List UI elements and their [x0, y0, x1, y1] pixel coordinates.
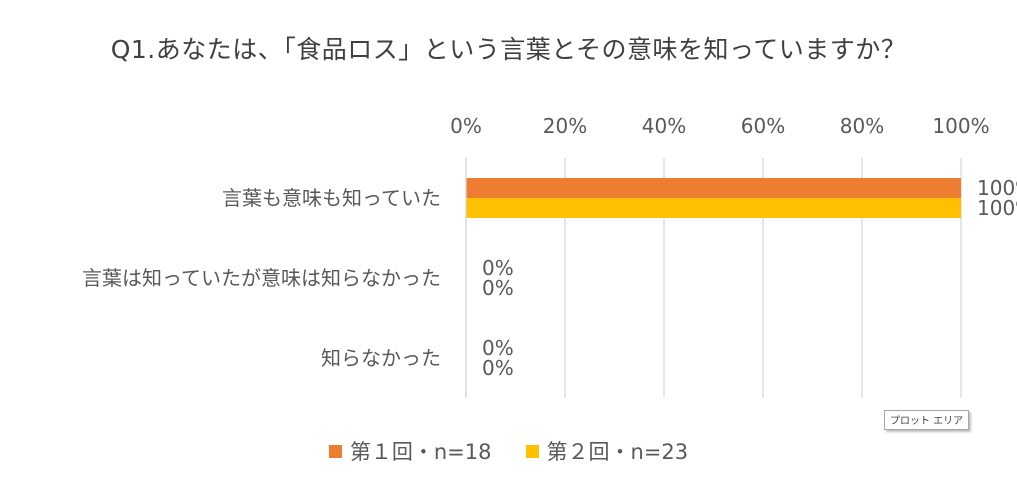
data-label: 0% [482, 256, 514, 280]
legend-item-series-2: 第２回・n=23 [525, 436, 689, 466]
data-label: 0% [482, 336, 514, 360]
legend-item-series-1: 第１回・n=18 [328, 436, 492, 466]
data-label: 0% [482, 356, 514, 380]
data-label: 0% [482, 276, 514, 300]
x-tick-label: 100% [932, 114, 989, 138]
chart-title: Q1.あなたは、「食品ロス」という言葉とその意味を知っていますか？ [110, 35, 907, 64]
bar [466, 198, 961, 218]
plot-area-tooltip: プロット エリア [884, 410, 970, 430]
legend-label-series-1: 第１回・n=18 [349, 440, 492, 464]
legend-label-series-2: 第２回・n=23 [546, 440, 689, 464]
bar [466, 178, 961, 198]
data-label: 100% [977, 196, 1017, 220]
legend-swatch-series-1 [328, 444, 342, 458]
legend-swatch-series-2 [525, 444, 539, 458]
x-tick-label: 20% [543, 114, 587, 138]
x-tick-label: 0% [450, 114, 482, 138]
y-category-label: 知らなかった [321, 346, 441, 370]
data-label: 100% [977, 176, 1017, 200]
legend: 第１回・n=18 第２回・n=23 [0, 436, 1017, 466]
x-tick-label: 60% [741, 114, 785, 138]
x-tick-label: 40% [642, 114, 686, 138]
y-category-label: 言葉は知っていたが意味は知らなかった [82, 266, 441, 290]
y-category-label: 言葉も意味も知っていた [222, 186, 441, 210]
x-tick-label: 80% [840, 114, 884, 138]
